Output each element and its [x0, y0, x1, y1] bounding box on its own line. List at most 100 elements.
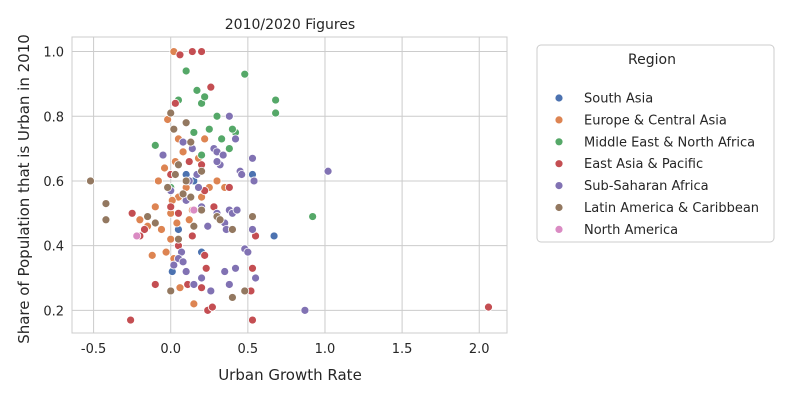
data-point — [243, 247, 253, 257]
data-point — [248, 315, 257, 325]
x-axis-label: Urban Growth Rate — [218, 366, 362, 384]
data-point — [160, 163, 169, 173]
x-tick-label: 0.5 — [238, 342, 259, 357]
y-axis-label: Share of Population that is Urban in 201… — [15, 34, 33, 344]
data-point — [189, 299, 199, 309]
points-layer — [86, 47, 493, 325]
data-point — [181, 66, 191, 76]
data-point — [228, 293, 237, 302]
x-tick-label: 2.0 — [469, 342, 490, 357]
legend-item: Europe & Central Asia — [554, 113, 727, 128]
data-point — [178, 189, 188, 199]
data-point — [166, 286, 176, 296]
data-point — [150, 202, 160, 212]
data-point — [169, 124, 179, 134]
data-point — [215, 215, 225, 225]
data-point — [206, 82, 216, 92]
data-point — [192, 85, 202, 95]
data-point — [174, 160, 183, 170]
data-point — [189, 280, 199, 289]
data-point — [101, 199, 111, 209]
legend-title: Region — [628, 52, 676, 68]
data-point — [170, 98, 180, 108]
legend-label: Sub-Saharan Africa — [584, 179, 709, 194]
data-point — [197, 205, 206, 215]
data-point — [206, 286, 216, 296]
data-point — [158, 150, 168, 160]
data-point — [248, 225, 257, 234]
data-point — [203, 221, 213, 231]
data-point — [269, 231, 279, 241]
y-tick-label: 0.4 — [43, 240, 64, 255]
legend-item: South Asia — [554, 92, 653, 107]
data-point — [212, 176, 222, 186]
data-point — [101, 215, 111, 225]
data-point — [189, 128, 199, 137]
x-tick-label: 0.0 — [160, 342, 181, 357]
data-point — [150, 280, 160, 289]
data-point — [224, 280, 234, 289]
data-point — [166, 202, 176, 212]
legend-box — [536, 44, 775, 243]
x-tick-label: -0.5 — [81, 342, 106, 357]
data-point — [197, 283, 206, 293]
y-tick-label: 1.0 — [43, 46, 64, 61]
legend-label: South Asia — [584, 92, 653, 107]
data-point — [224, 144, 234, 154]
legend: Region South Asia Europe & Central Asia Mi… — [536, 44, 775, 243]
data-point — [189, 205, 199, 215]
legend-label: East Asia & Pacific — [584, 157, 703, 172]
data-point — [166, 108, 176, 118]
legend-item: Latin America & Caribbean — [554, 201, 759, 216]
legend-marker — [554, 181, 564, 191]
data-point — [200, 250, 210, 260]
data-point — [484, 302, 493, 312]
data-point — [212, 111, 222, 121]
y-tick-label: 0.6 — [43, 175, 64, 190]
y-tick-label: 0.2 — [43, 304, 64, 319]
data-point — [86, 176, 95, 186]
data-point — [140, 225, 149, 234]
data-point — [143, 212, 152, 221]
legend-marker — [554, 159, 564, 169]
data-point — [248, 153, 257, 163]
data-point — [231, 134, 240, 144]
data-point — [181, 118, 191, 128]
data-point — [197, 47, 206, 56]
legend-marker — [554, 115, 564, 125]
data-point — [271, 108, 281, 118]
data-point — [174, 234, 183, 244]
data-point — [147, 250, 157, 260]
data-point — [228, 124, 237, 134]
legend-item: North America — [554, 223, 678, 238]
data-point — [248, 212, 257, 221]
data-point — [184, 215, 194, 225]
data-point — [197, 166, 206, 176]
data-point — [197, 273, 206, 283]
data-point — [217, 134, 227, 144]
data-point — [161, 247, 171, 257]
data-point — [175, 50, 185, 60]
data-point — [187, 231, 197, 241]
data-point — [135, 215, 145, 225]
data-point — [240, 286, 250, 296]
x-tick-label: 1.0 — [315, 342, 336, 357]
legend-item: East Asia & Pacific — [554, 157, 703, 172]
data-point — [218, 150, 228, 160]
data-point — [187, 47, 197, 56]
data-point — [300, 305, 310, 315]
legend-label: North America — [584, 223, 678, 238]
data-point — [200, 92, 210, 102]
data-point — [224, 183, 234, 192]
data-point — [181, 267, 191, 276]
data-point — [212, 157, 222, 166]
data-point — [150, 140, 160, 150]
legend-label: Europe & Central Asia — [584, 113, 727, 128]
data-point — [189, 221, 199, 231]
data-point — [194, 183, 203, 192]
data-point — [240, 69, 250, 79]
legend-item: Middle East & North Africa — [554, 135, 755, 150]
data-point — [224, 111, 234, 121]
data-point — [163, 183, 173, 192]
